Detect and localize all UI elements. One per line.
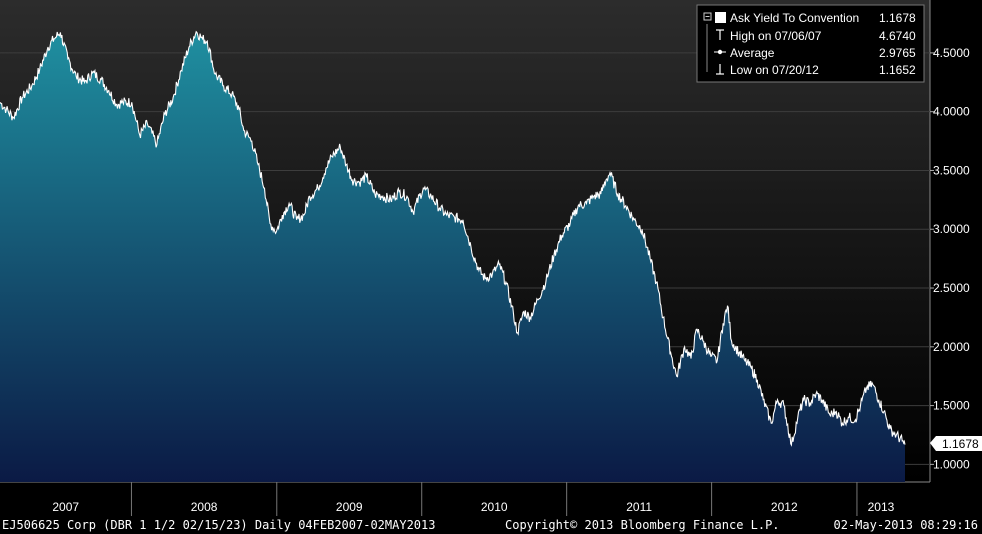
legend-row-high: High on 07/06/07 4.6740	[706, 24, 916, 72]
footer-copyright-text: Copyright© 2013 Bloomberg Finance L.P.	[505, 518, 780, 532]
x-tick-layer: 2007 2008 2009 2010 2011 2012 2013	[52, 482, 895, 516]
x-year-label: 2010	[481, 500, 508, 514]
y-tick-label: 2.5000	[933, 281, 970, 295]
legend-low-label: Low on 07/20/12	[730, 63, 819, 77]
x-year-label: 2009	[336, 500, 363, 514]
average-marker-icon	[714, 49, 726, 55]
last-value-tag-shape	[930, 436, 982, 451]
x-year-label: 2011	[626, 500, 652, 514]
legend-high-label: High on 07/06/07	[730, 29, 822, 43]
legend-collapse-box-icon[interactable]	[703, 12, 712, 21]
footer-security-text: EJ506625 Corp (DBR 1 1/2 02/15/23) Daily…	[2, 518, 435, 532]
legend-average-value: 2.9765	[879, 46, 916, 60]
high-marker-icon	[716, 29, 724, 40]
y-tick-label: 4.5000	[933, 46, 970, 60]
y-tick-label: 3.5000	[933, 163, 970, 177]
x-year-label: 2012	[771, 500, 798, 514]
legend: Ask Yield To Convention 1.1678 High on 0…	[696, 4, 925, 83]
y-tick-label: 1.0000	[933, 457, 970, 471]
legend-high-value: 4.6740	[879, 29, 916, 43]
last-value-label: 1.1678	[942, 437, 979, 451]
series-line	[0, 30, 906, 447]
legend-average-label: Average	[730, 46, 775, 60]
legend-low-value: 1.1652	[879, 63, 916, 77]
y-tick-label: 2.0000	[933, 340, 970, 354]
y-tick-label: 1.5000	[933, 399, 970, 413]
y-tick-layer: 1.0000 1.5000 2.0000 2.5000 3.0000 3.5000 4.00…	[930, 46, 970, 471]
x-year-label: 2013	[868, 500, 895, 514]
legend-series-value: 1.1678	[879, 11, 916, 25]
footer: EJ506625 Corp (DBR 1 1/2 02/15/23) Daily…	[2, 518, 978, 532]
y-tick-label: 4.0000	[933, 105, 970, 119]
y-axis-panel	[930, 0, 982, 482]
area-layer	[0, 30, 906, 482]
legend-box	[696, 4, 925, 83]
footer-timestamp-text: 02-May-2013 08:29:16	[834, 518, 979, 532]
low-marker-icon	[716, 64, 724, 75]
x-axis-panel	[0, 482, 982, 516]
legend-row-series[interactable]: Ask Yield To Convention 1.1678	[703, 11, 916, 25]
legend-row-low: Low on 07/20/12 1.1652	[716, 63, 916, 77]
y-tick-label: 3.0000	[933, 222, 970, 236]
x-year-label: 2007	[52, 500, 79, 514]
last-value-tag: 1.1678	[930, 436, 982, 451]
legend-row-average: Average 2.9765	[714, 46, 916, 60]
x-year-label: 2008	[191, 500, 218, 514]
filled-square-icon	[715, 12, 726, 23]
legend-series-label: Ask Yield To Convention	[730, 11, 859, 25]
